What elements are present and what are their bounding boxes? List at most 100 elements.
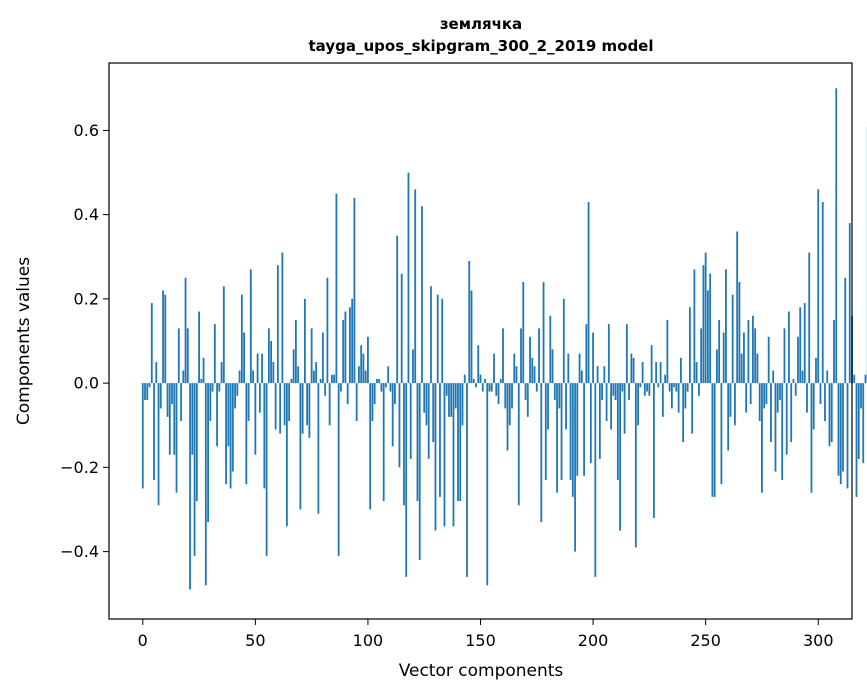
bar — [646, 383, 649, 392]
bar — [184, 277, 187, 384]
bar — [430, 286, 432, 384]
chart-subtitle: tayga_upos_skipgram_300_2_2019 model — [309, 37, 654, 55]
bar — [258, 383, 261, 413]
bar — [517, 383, 520, 506]
bar — [810, 383, 813, 493]
bar — [758, 383, 761, 422]
bar — [225, 383, 227, 485]
bar — [164, 294, 167, 384]
bar — [177, 328, 180, 384]
y-tick-label: −0.2 — [60, 458, 99, 477]
bar — [391, 383, 394, 447]
bar — [213, 324, 216, 384]
bar — [682, 383, 685, 443]
bar — [364, 370, 367, 384]
bar — [265, 383, 268, 556]
bar — [497, 383, 500, 405]
bar — [493, 353, 495, 384]
bar — [583, 383, 585, 476]
bar — [382, 383, 385, 502]
bar — [574, 383, 576, 552]
bar — [560, 383, 563, 480]
bar — [270, 341, 273, 384]
bar — [772, 370, 775, 384]
bar — [556, 383, 558, 493]
bar — [848, 223, 851, 384]
bar — [788, 311, 790, 384]
bar — [443, 383, 446, 527]
bar — [817, 189, 820, 384]
x-tick-label: 300 — [803, 631, 834, 650]
bar — [648, 383, 651, 396]
bar — [650, 345, 653, 384]
bar — [301, 383, 304, 434]
bar — [567, 353, 570, 384]
y-tick-label: 0.0 — [74, 374, 99, 393]
bar — [193, 383, 196, 556]
y-tick-label: 0.4 — [74, 205, 99, 224]
bar — [763, 383, 766, 409]
bar — [549, 315, 552, 384]
bar — [709, 273, 712, 384]
bar — [792, 378, 795, 384]
bar — [216, 383, 218, 447]
bar — [180, 383, 182, 422]
bar — [592, 332, 594, 384]
bar — [801, 370, 804, 384]
bar — [533, 366, 536, 384]
bar — [252, 370, 254, 384]
bar — [734, 383, 736, 426]
bar — [436, 294, 439, 384]
bar — [585, 324, 588, 384]
plot-frame — [108, 62, 853, 620]
bar — [479, 374, 482, 384]
bar — [308, 383, 311, 438]
chart-title: землячка — [440, 15, 522, 33]
bar — [371, 383, 374, 422]
bar — [441, 298, 444, 384]
bar — [349, 307, 351, 384]
bar — [641, 362, 644, 384]
bar — [700, 328, 703, 384]
bar — [276, 265, 279, 384]
bar — [229, 383, 232, 489]
bar — [828, 383, 831, 447]
bar — [670, 383, 673, 409]
bar — [468, 260, 471, 384]
bar — [862, 383, 865, 464]
bar — [607, 324, 610, 384]
bar — [312, 370, 315, 384]
x-tick-label: 0 — [138, 631, 148, 650]
bar — [211, 383, 214, 392]
bar — [418, 383, 421, 561]
bar — [267, 328, 270, 384]
bar — [409, 383, 412, 459]
bar — [756, 353, 759, 384]
bar — [765, 383, 768, 405]
bar — [477, 345, 480, 384]
bar — [668, 383, 671, 392]
bar — [427, 383, 430, 459]
bar — [369, 383, 372, 510]
bar — [767, 336, 770, 384]
bar — [812, 383, 815, 430]
bar — [673, 383, 676, 388]
bar — [340, 383, 342, 392]
bar — [547, 383, 549, 430]
bar — [666, 319, 669, 384]
bar — [198, 311, 200, 384]
bar — [204, 383, 207, 586]
bar — [623, 383, 626, 434]
bar — [279, 383, 282, 434]
bar — [749, 383, 752, 405]
bar — [162, 290, 164, 384]
bar — [815, 357, 817, 384]
bar — [693, 269, 696, 384]
bar — [351, 298, 354, 384]
bar — [484, 378, 486, 384]
bar — [209, 383, 212, 422]
bar — [319, 378, 322, 384]
bar — [628, 383, 630, 400]
bar — [344, 311, 347, 384]
bar — [432, 383, 435, 443]
